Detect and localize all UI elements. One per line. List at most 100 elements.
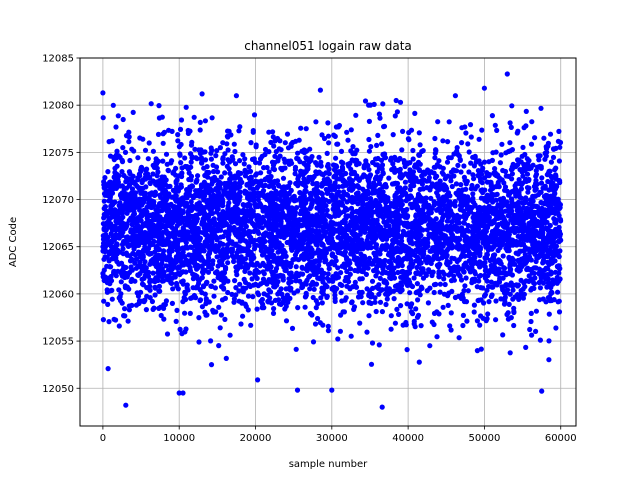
data-point (369, 278, 376, 284)
data-point (251, 237, 257, 244)
data-point (338, 290, 344, 296)
data-point (526, 201, 533, 207)
data-point (556, 158, 563, 164)
data-point (147, 277, 153, 283)
data-point (547, 222, 553, 229)
data-point (458, 169, 464, 175)
data-point (509, 240, 515, 247)
data-point (315, 315, 321, 322)
data-points (100, 71, 564, 410)
data-point (222, 316, 228, 322)
data-point (444, 192, 450, 198)
data-point (250, 128, 256, 134)
data-point (445, 173, 451, 179)
data-point (122, 306, 128, 312)
data-point (313, 271, 319, 277)
data-point (242, 279, 249, 285)
data-point (499, 284, 505, 290)
data-point (478, 272, 484, 279)
data-point (366, 167, 372, 173)
data-point (351, 226, 357, 232)
data-point (449, 183, 455, 190)
data-point (104, 254, 110, 260)
data-point (156, 283, 162, 289)
data-point (326, 140, 332, 146)
data-point (424, 178, 430, 184)
data-point (366, 118, 372, 124)
data-point (266, 149, 272, 155)
data-point (521, 291, 528, 297)
data-point (116, 323, 122, 329)
data-point (138, 167, 144, 173)
data-point (265, 299, 271, 305)
data-point (440, 269, 446, 275)
data-point (266, 169, 272, 175)
data-point (493, 317, 499, 323)
data-point (451, 273, 457, 279)
data-point (132, 260, 138, 266)
data-point (237, 158, 243, 164)
data-point (105, 301, 111, 307)
data-point (338, 148, 345, 154)
data-point (244, 182, 250, 188)
data-point (294, 155, 300, 161)
data-point (350, 151, 356, 157)
data-point (493, 298, 499, 304)
data-point (508, 315, 514, 321)
data-point (522, 151, 528, 158)
data-point (313, 181, 319, 187)
data-point (213, 164, 220, 170)
data-point (416, 179, 422, 185)
data-point (379, 141, 385, 147)
data-point (491, 238, 497, 244)
data-point (168, 160, 174, 166)
data-point (448, 239, 454, 245)
data-point (484, 287, 490, 293)
data-point (378, 210, 384, 216)
data-point (152, 292, 158, 298)
data-point (177, 151, 183, 157)
data-point (139, 281, 146, 287)
data-point (377, 176, 383, 182)
data-point (515, 190, 522, 196)
data-point (226, 200, 232, 206)
data-point (279, 291, 285, 297)
data-point (218, 284, 225, 290)
data-point (384, 296, 390, 302)
data-point (361, 259, 367, 265)
data-point (344, 129, 350, 135)
data-point (247, 168, 254, 174)
data-point (179, 165, 185, 171)
data-point (129, 302, 135, 308)
data-point (289, 325, 296, 331)
data-point (232, 278, 238, 284)
data-point (297, 190, 303, 196)
data-point (429, 181, 435, 187)
data-point (360, 186, 366, 192)
data-point (413, 247, 419, 253)
data-point (502, 294, 508, 300)
data-point (188, 142, 195, 148)
data-point (383, 301, 389, 308)
data-point (502, 299, 508, 305)
data-point (372, 235, 378, 241)
data-point (446, 155, 452, 161)
data-point (163, 263, 169, 269)
data-point (248, 322, 254, 328)
data-point (349, 178, 355, 184)
data-point (372, 176, 378, 182)
data-point (100, 115, 106, 121)
data-point (501, 265, 508, 271)
data-point (238, 321, 244, 327)
data-point (360, 214, 366, 220)
data-point (509, 189, 515, 195)
data-point (460, 312, 466, 318)
data-point (305, 179, 311, 185)
data-point (448, 278, 455, 284)
data-point (528, 318, 534, 325)
data-point (253, 267, 259, 273)
data-point (319, 300, 325, 306)
data-point (215, 169, 221, 175)
data-point (209, 242, 215, 248)
data-point (345, 137, 351, 143)
